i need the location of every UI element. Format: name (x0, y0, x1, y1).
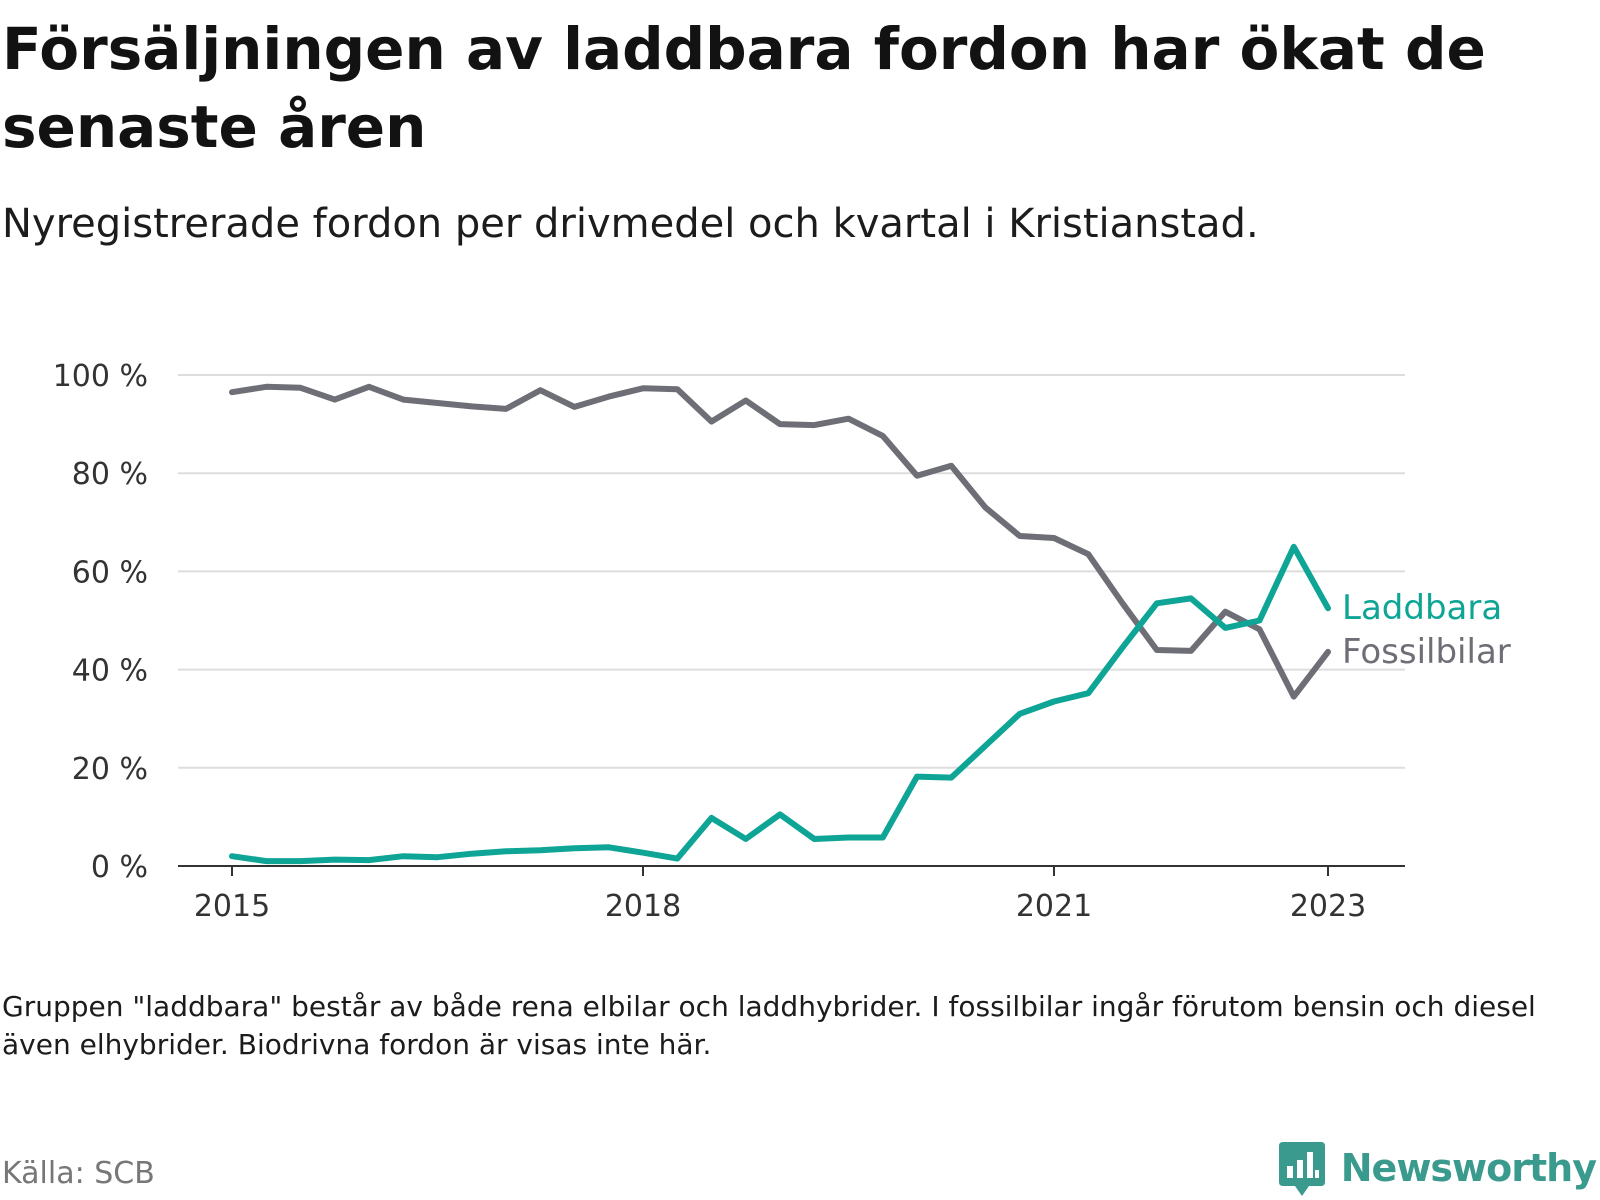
gridlines (178, 374, 1405, 769)
series-lines (229, 383, 1331, 865)
y-tick-label: 60 % (72, 555, 148, 590)
series-line-fossilbilar (229, 383, 1331, 700)
x-tick-label: 2015 (194, 889, 270, 924)
y-tick-label: 40 % (72, 654, 148, 689)
brand-name: Newsworthy (1340, 1146, 1597, 1190)
x-tick-label: 2018 (605, 889, 681, 924)
series-label-fossilbilar: Fossilbilar (1342, 632, 1511, 672)
bar-chart-bubble-icon (1278, 1142, 1325, 1196)
source-credit: Källa: SCB (2, 1156, 155, 1191)
y-tick-label: 80 % (72, 457, 148, 492)
chart-subtitle: Nyregistrerade fordon per drivmedel och … (2, 201, 1259, 247)
chart-note: Gruppen "laddbara" består av både rena e… (2, 990, 1536, 1061)
y-tick-label: 20 % (72, 752, 148, 787)
x-tick-label: 2021 (1016, 889, 1092, 924)
series-label-laddbara: Laddbara (1342, 588, 1502, 628)
y-tick-label: 100 % (53, 359, 148, 394)
y-tick-label: 0 % (91, 850, 148, 885)
x-axis: 2015 2018 2021 2023 (178, 865, 1405, 924)
x-tick-label: 2023 (1290, 889, 1366, 924)
y-axis-ticks: 0 % 20 % 40 % 60 % 80 % 100 % (53, 359, 148, 885)
series-line-laddbara (229, 543, 1331, 865)
chart-title: Försäljningen av laddbara fordon har öka… (2, 15, 1486, 161)
line-chart: 0 % 20 % 40 % 60 % 80 % 100 % 2015 2018 2021 202… (53, 359, 1511, 924)
newsworthy-logo: Newsworthy (1277, 1138, 1597, 1198)
